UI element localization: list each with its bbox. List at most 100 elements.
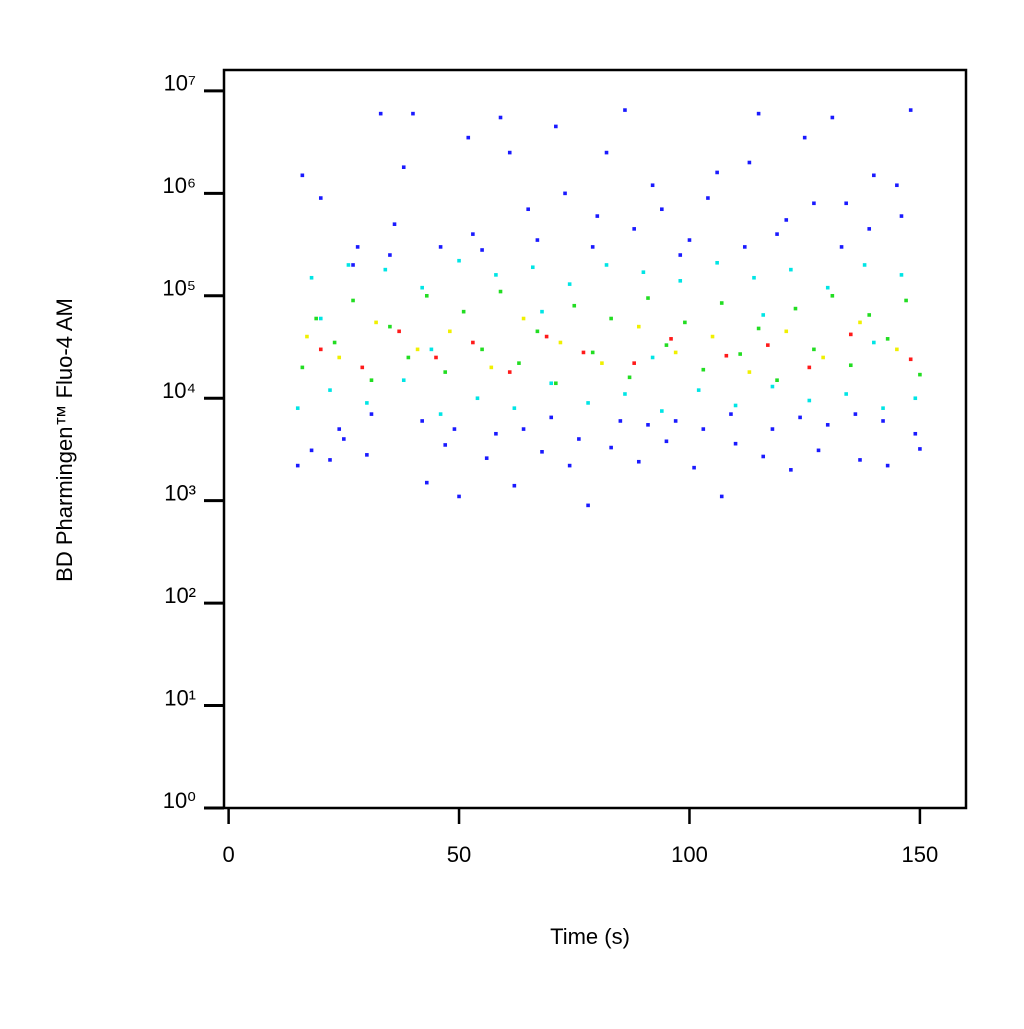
data-point bbox=[540, 309, 544, 314]
data-point bbox=[392, 222, 397, 226]
data-point bbox=[351, 263, 355, 267]
data-point bbox=[507, 370, 512, 374]
data-point bbox=[351, 298, 355, 303]
data-point bbox=[632, 227, 636, 231]
data-point bbox=[885, 337, 890, 341]
data-point bbox=[825, 423, 830, 427]
data-point bbox=[590, 350, 595, 355]
data-point bbox=[761, 454, 766, 459]
data-point bbox=[374, 320, 378, 325]
data-point bbox=[457, 258, 461, 263]
data-point bbox=[669, 337, 673, 341]
data-point bbox=[766, 343, 770, 347]
data-point bbox=[420, 285, 424, 290]
data-point bbox=[581, 350, 586, 355]
data-point bbox=[899, 273, 904, 277]
data-point bbox=[544, 334, 549, 339]
data-point bbox=[590, 245, 595, 249]
data-point bbox=[848, 363, 853, 368]
data-point bbox=[636, 459, 641, 464]
data-point bbox=[862, 263, 867, 267]
data-point bbox=[881, 419, 885, 423]
data-point bbox=[752, 275, 756, 280]
data-point bbox=[300, 365, 305, 370]
data-point bbox=[770, 427, 775, 431]
data-point bbox=[895, 347, 899, 352]
data-point bbox=[443, 443, 448, 447]
data-point bbox=[397, 329, 401, 334]
data-point bbox=[480, 248, 484, 252]
data-point bbox=[798, 415, 802, 420]
data-point bbox=[646, 423, 650, 427]
data-point bbox=[609, 316, 613, 321]
data-point bbox=[710, 334, 715, 339]
data-point bbox=[443, 370, 448, 374]
data-point bbox=[918, 372, 922, 377]
data-point bbox=[770, 384, 775, 389]
data-point bbox=[715, 170, 719, 175]
data-point bbox=[521, 316, 526, 321]
data-point bbox=[719, 494, 724, 499]
y-tick-label: 10⁰ bbox=[163, 788, 196, 813]
data-point bbox=[673, 350, 678, 355]
data-point bbox=[424, 480, 429, 485]
data-point bbox=[623, 392, 627, 396]
y-tick-label: 10¹ bbox=[164, 685, 196, 710]
data-point bbox=[507, 150, 512, 155]
data-point bbox=[521, 427, 526, 431]
data-point bbox=[411, 111, 415, 116]
data-point bbox=[337, 427, 342, 431]
data-point bbox=[715, 260, 719, 265]
data-point bbox=[733, 403, 738, 408]
data-point bbox=[369, 378, 374, 382]
data-point bbox=[687, 238, 692, 242]
data-point bbox=[802, 135, 807, 140]
x-tick-label: 50 bbox=[447, 842, 471, 867]
data-point bbox=[807, 398, 812, 403]
data-point bbox=[535, 238, 540, 242]
data-point bbox=[342, 437, 346, 441]
data-point bbox=[627, 375, 632, 380]
data-point bbox=[756, 111, 761, 116]
data-point bbox=[664, 343, 669, 347]
data-point bbox=[563, 191, 567, 196]
data-point bbox=[632, 361, 636, 365]
data-point bbox=[650, 183, 655, 188]
data-point bbox=[295, 406, 300, 410]
data-point bbox=[696, 388, 701, 392]
data-point bbox=[908, 357, 913, 362]
data-point bbox=[747, 370, 752, 374]
data-point bbox=[466, 135, 471, 140]
data-point bbox=[793, 306, 798, 311]
data-point bbox=[530, 265, 535, 270]
data-point bbox=[401, 165, 406, 170]
y-tick-label: 10⁶ bbox=[162, 173, 196, 198]
data-point bbox=[816, 448, 821, 453]
data-point bbox=[918, 447, 922, 451]
data-point bbox=[365, 453, 369, 457]
data-point bbox=[646, 296, 650, 300]
data-point bbox=[881, 406, 885, 410]
data-point bbox=[415, 347, 420, 352]
x-tick-label: 0 bbox=[222, 842, 234, 867]
data-point bbox=[789, 468, 793, 472]
data-point bbox=[742, 245, 747, 249]
data-point bbox=[678, 253, 683, 257]
data-point bbox=[775, 378, 779, 382]
data-point bbox=[295, 463, 300, 468]
data-point bbox=[853, 412, 858, 416]
data-point bbox=[756, 326, 761, 331]
data-point bbox=[604, 150, 609, 155]
data-point bbox=[867, 313, 872, 317]
data-point bbox=[733, 441, 738, 446]
data-point bbox=[775, 232, 779, 236]
data-point bbox=[457, 494, 461, 499]
data-point bbox=[314, 316, 318, 321]
data-point bbox=[789, 267, 793, 272]
data-point bbox=[784, 329, 789, 334]
data-point bbox=[549, 381, 554, 386]
y-tick-label: 10⁷ bbox=[164, 71, 196, 96]
data-point bbox=[489, 365, 494, 370]
